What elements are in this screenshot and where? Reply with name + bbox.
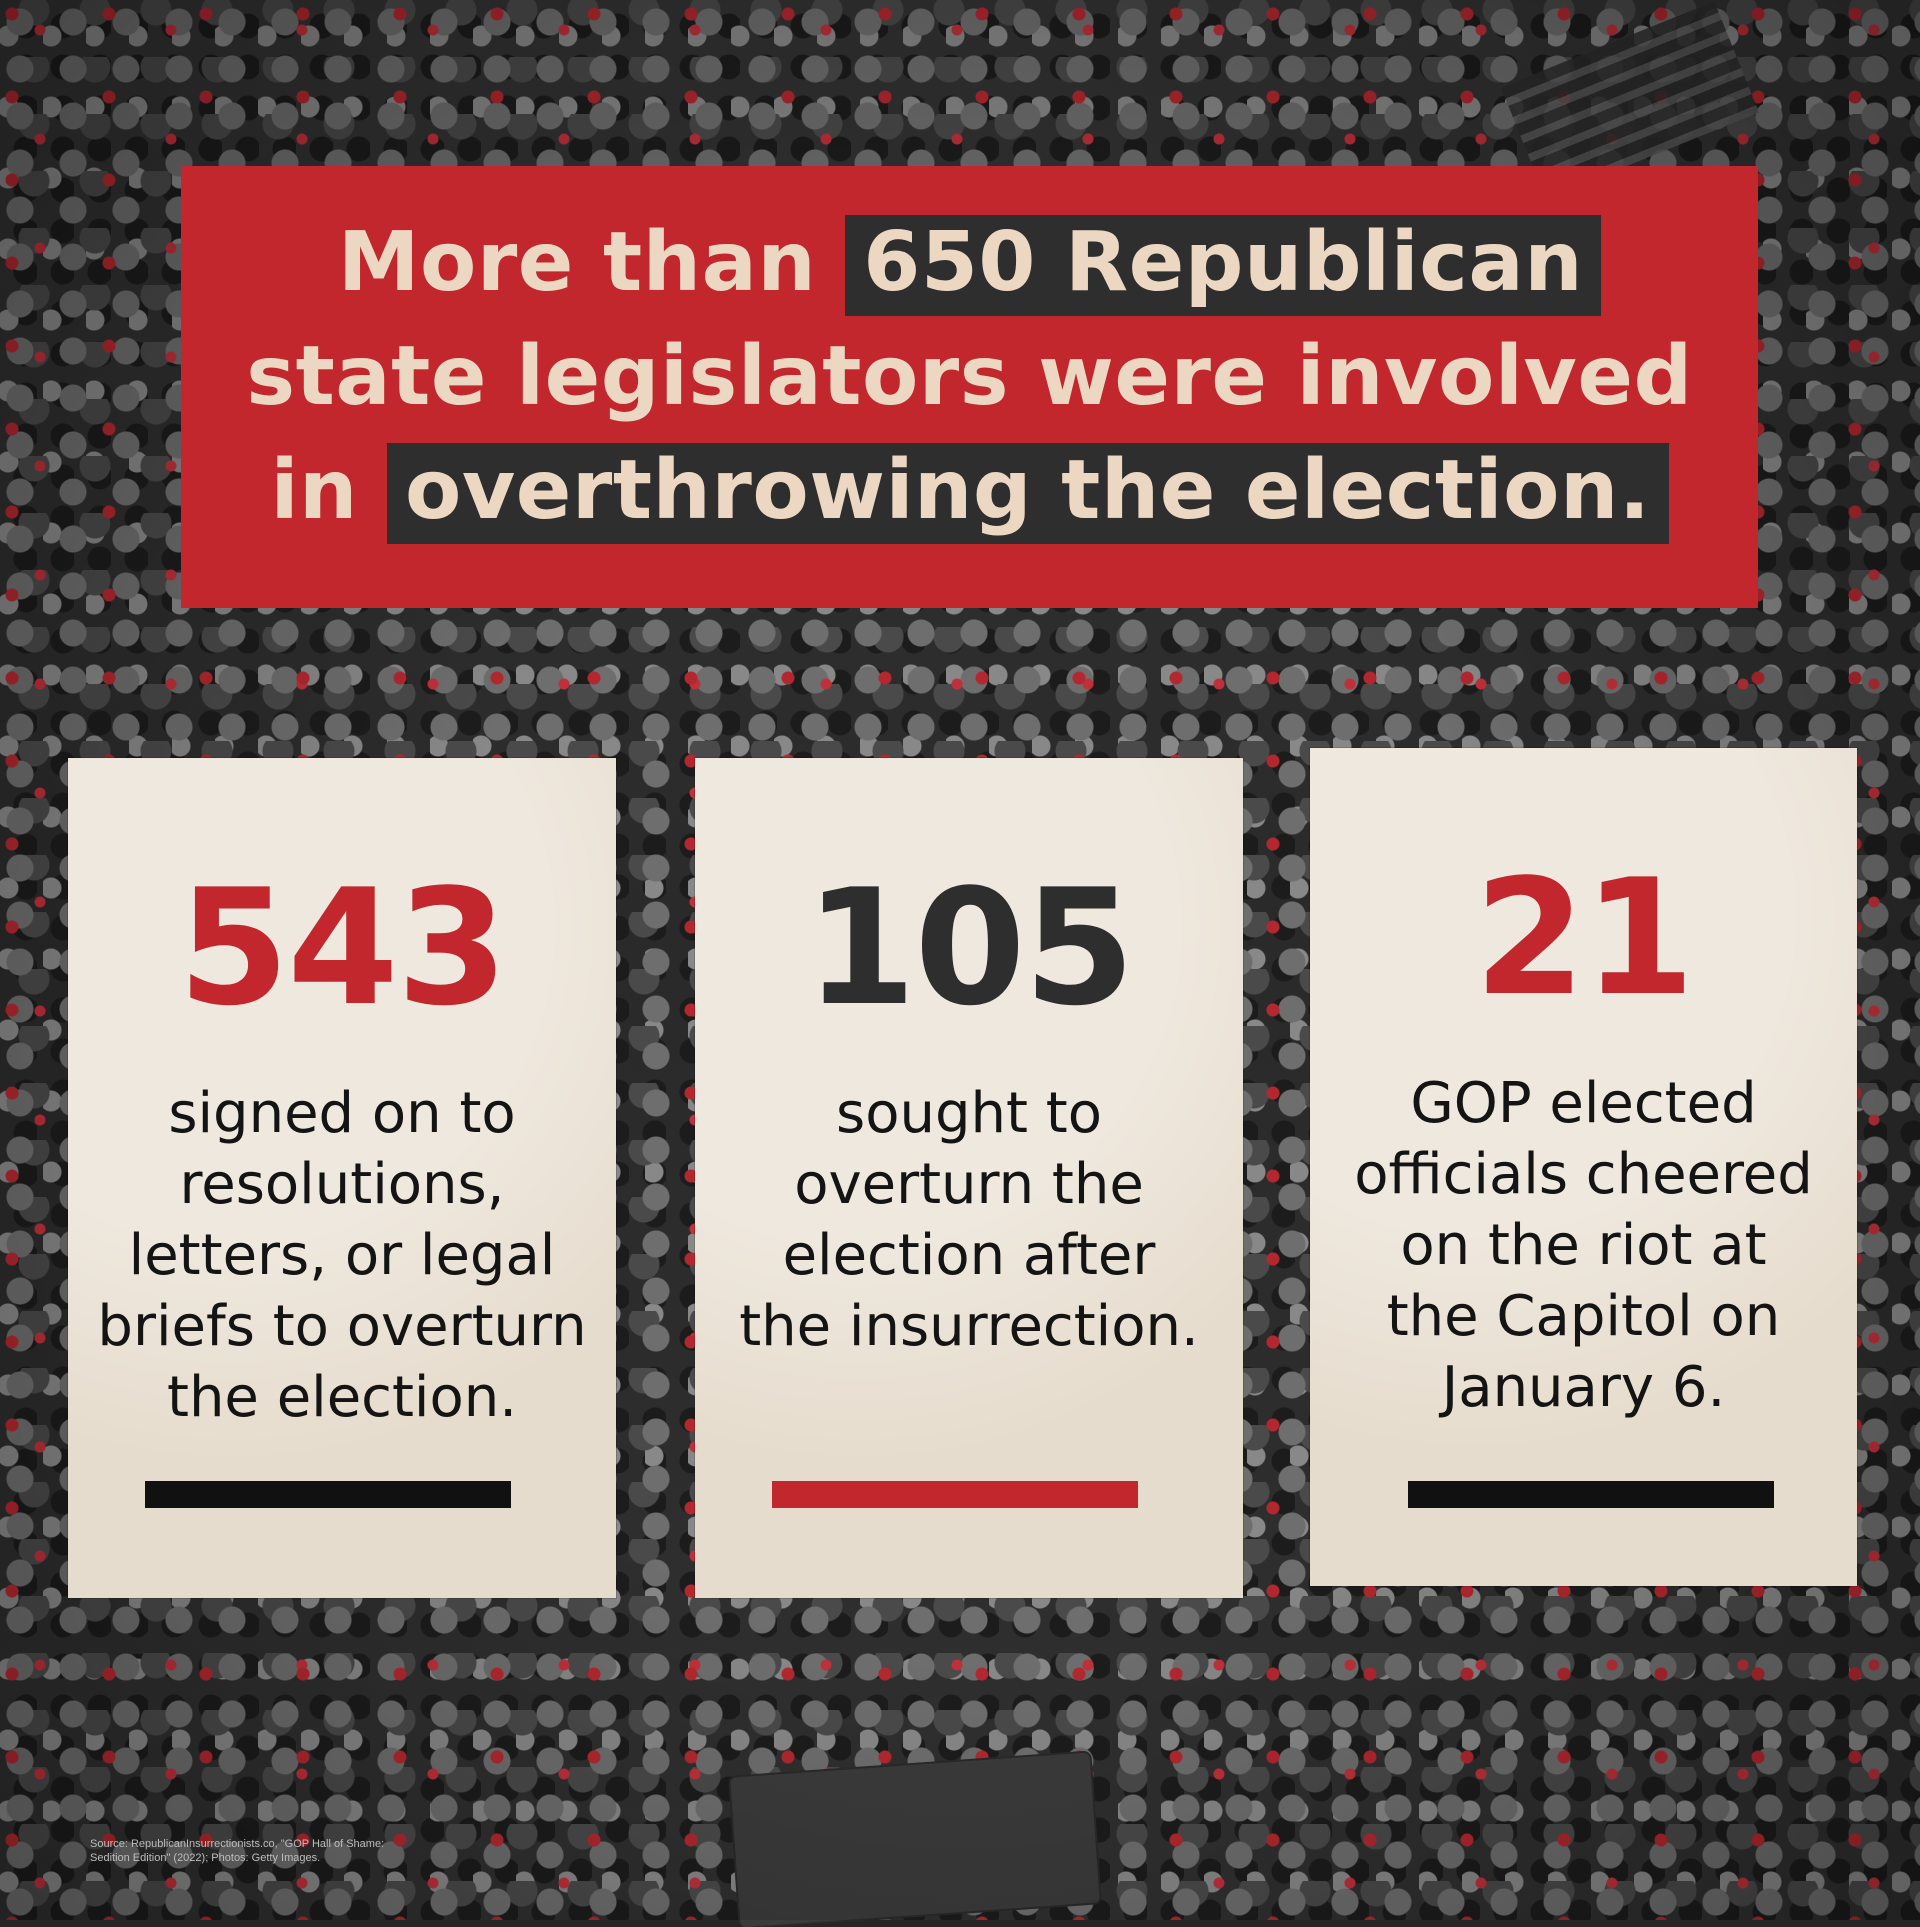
stat-description: signed on to resolutions, letters, or le…	[68, 1078, 616, 1433]
stat-description: GOP elected officials cheered on the rio…	[1310, 1068, 1857, 1423]
stat-description-line: officials cheered	[1354, 1142, 1813, 1207]
headline-line-2: state legislators were involved	[246, 329, 1693, 424]
underline-bar	[772, 1481, 1138, 1508]
stat-description-line: overturn the	[794, 1152, 1144, 1217]
stat-description-line: briefs to overturn	[97, 1294, 587, 1359]
underline-bar	[1408, 1481, 1774, 1508]
stat-description: sought to overturn the election after th…	[695, 1078, 1243, 1362]
source-credit-line-1: Source: RepublicanInsurrectionists.co, "…	[90, 1838, 385, 1850]
stat-card-signed: 543 signed on to resolutions, letters, o…	[68, 758, 616, 1598]
headline-highlight-overthrowing: overthrowing the election.	[387, 443, 1669, 544]
stat-number: 105	[805, 854, 1135, 1041]
stat-description-line: letters, or legal	[128, 1223, 556, 1288]
stat-description-line: election after	[782, 1223, 1156, 1288]
stat-card-sought: 105 sought to overturn the election afte…	[695, 758, 1243, 1598]
headline-line-1-text: More than	[337, 215, 846, 310]
stat-description-line: January 6.	[1441, 1355, 1726, 1420]
source-credit: Source: RepublicanInsurrectionists.co, "…	[90, 1837, 490, 1865]
stat-description-line: the insurrection.	[739, 1294, 1199, 1359]
source-credit-line-2: Sedition Edition" (2022); Photos: Getty …	[90, 1852, 321, 1864]
stat-description-line: sought to	[836, 1081, 1102, 1146]
stat-description-line: on the riot at	[1400, 1213, 1767, 1278]
headline-line-3: in overthrowing the election.	[181, 434, 1758, 548]
stat-description-line: the Capitol on	[1386, 1284, 1781, 1349]
headline-line-1: More than 650 Republican	[181, 206, 1758, 320]
stat-number: 21	[1474, 844, 1695, 1031]
stat-description-line: the election.	[166, 1365, 518, 1430]
headline-banner: More than 650 Republican state legislato…	[181, 166, 1758, 608]
stat-card-cheered: 21 GOP elected officials cheered on the …	[1310, 748, 1857, 1586]
headline-highlight-650: 650 Republican	[845, 215, 1602, 316]
stat-description-line: signed on to	[168, 1081, 516, 1146]
headline: More than 650 Republican state legislato…	[181, 206, 1758, 548]
stat-number: 543	[178, 854, 508, 1041]
underline-bar	[145, 1481, 511, 1508]
stat-description-line: GOP elected	[1410, 1071, 1757, 1136]
headline-line-3-text: in	[270, 443, 387, 538]
stat-description-line: resolutions,	[179, 1152, 505, 1217]
